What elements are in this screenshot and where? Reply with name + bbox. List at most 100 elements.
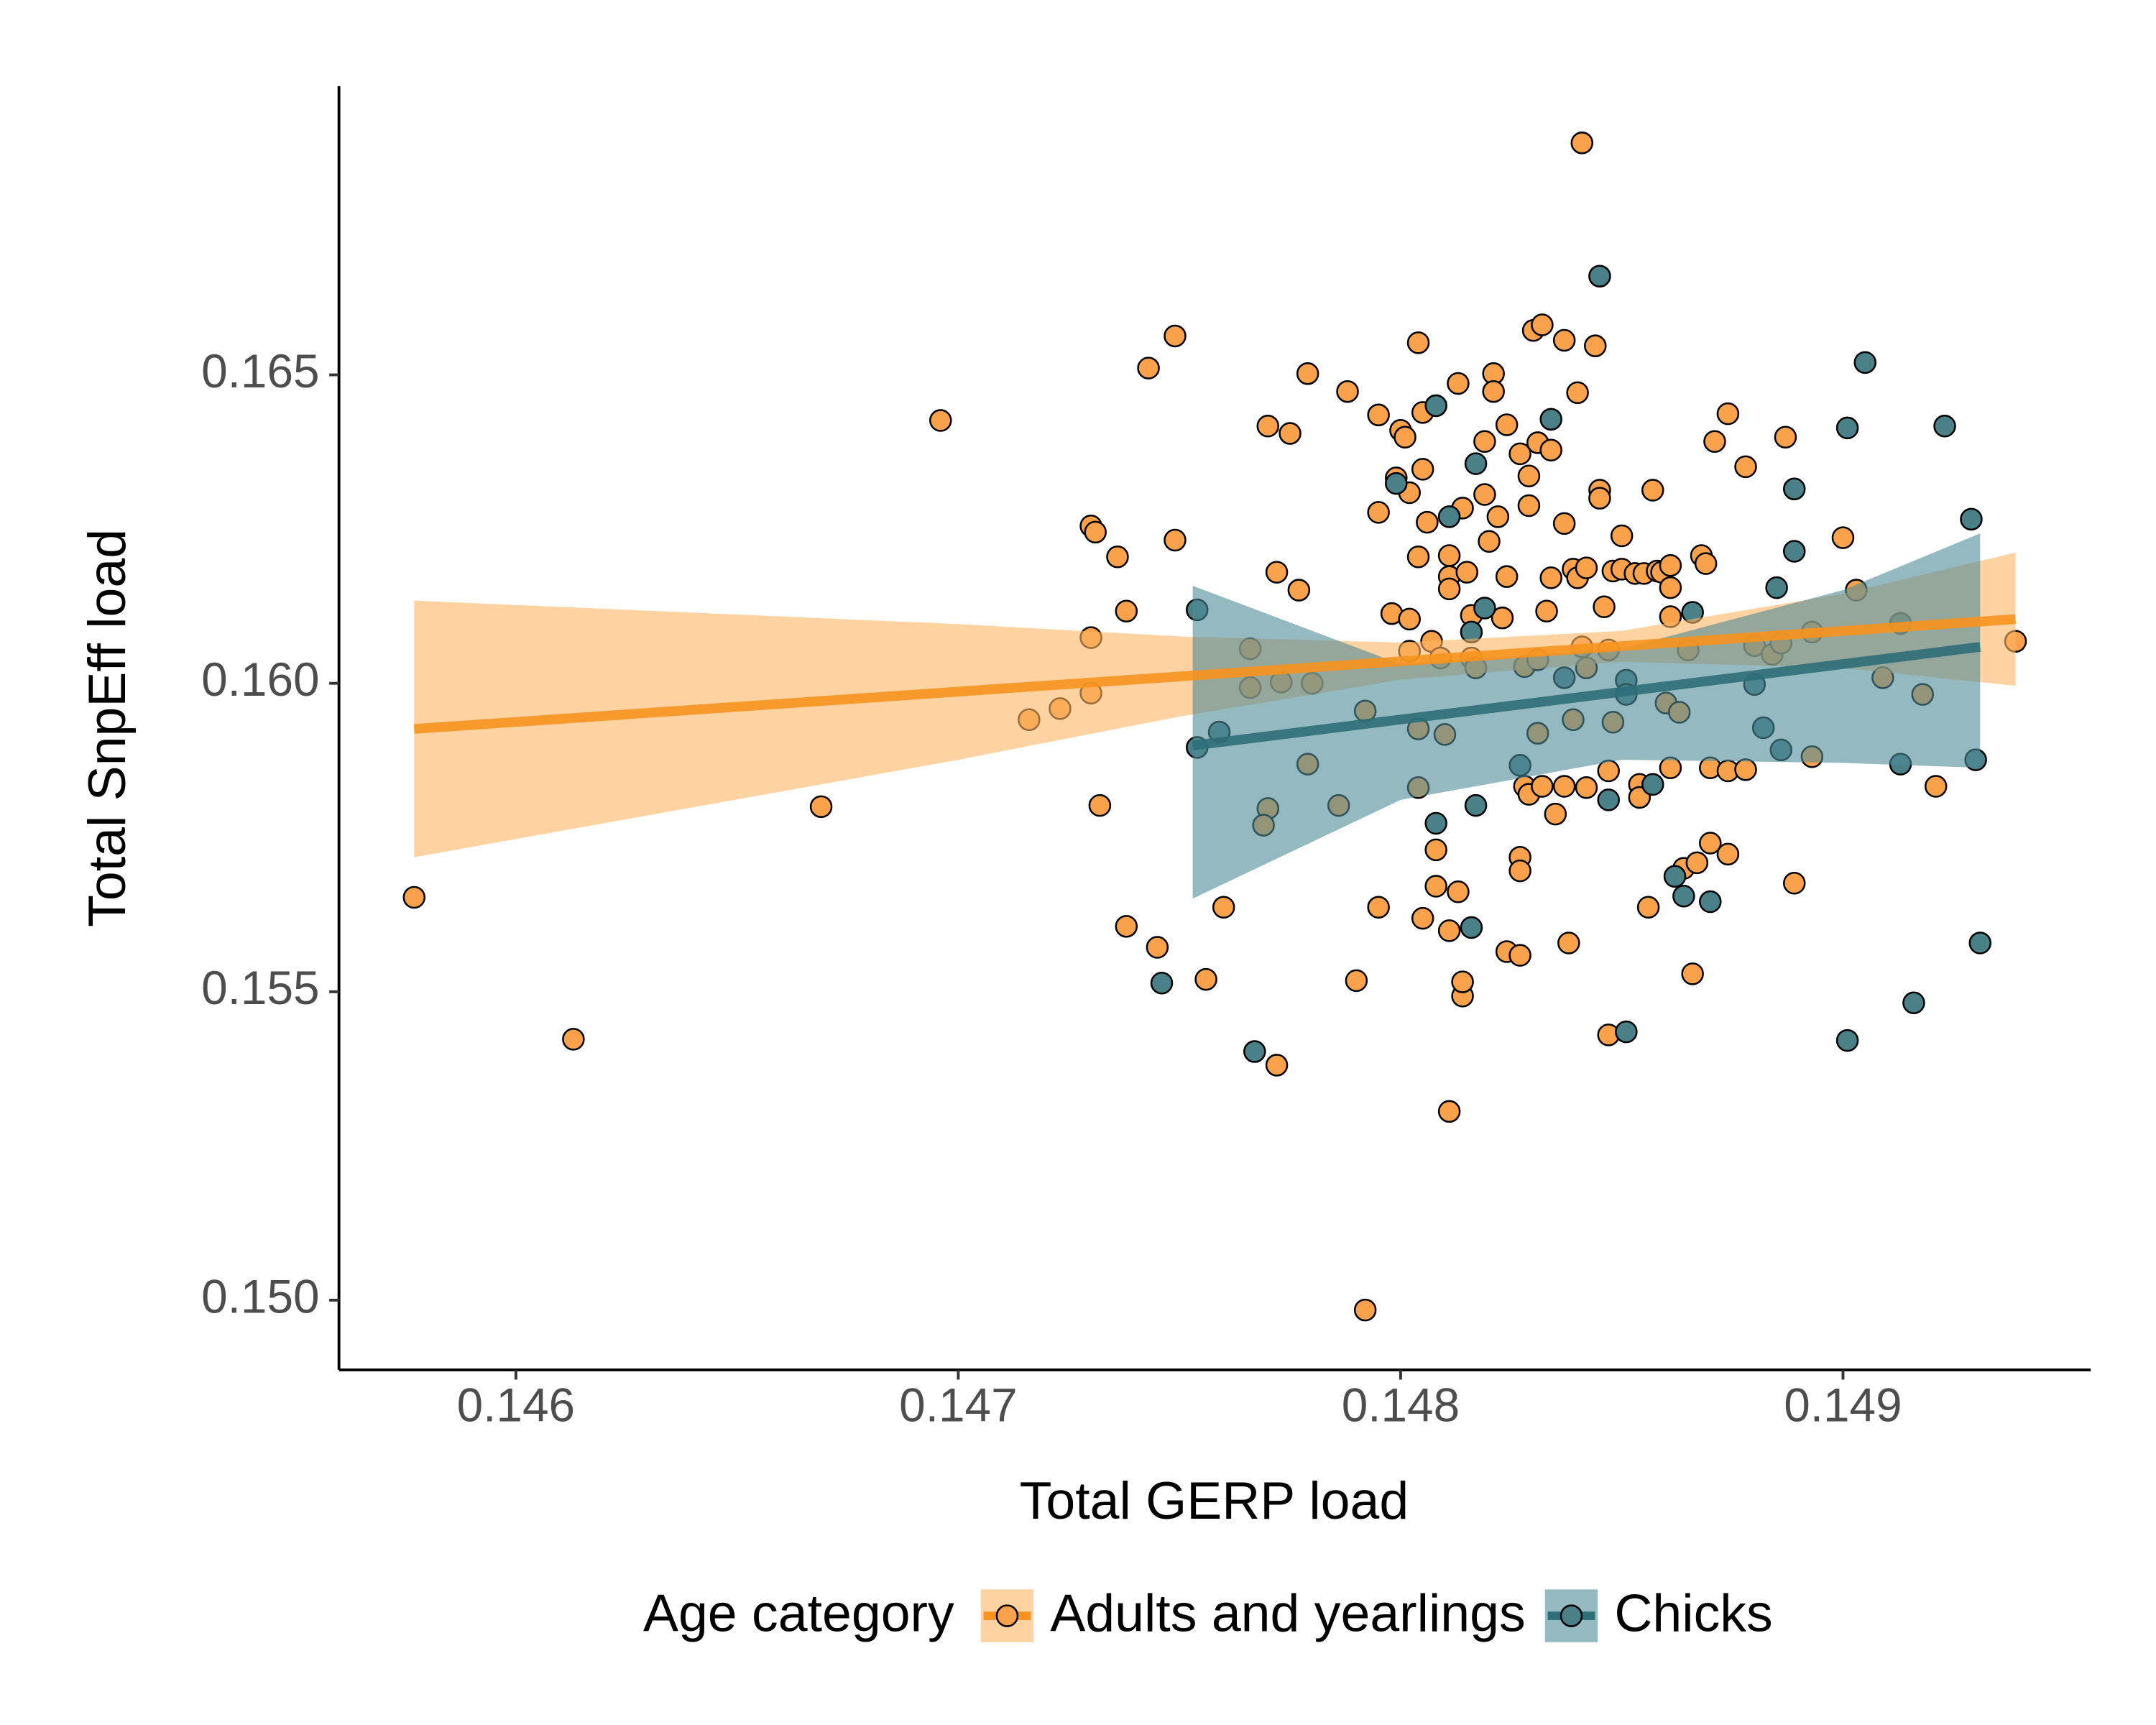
data-point — [1508, 944, 1531, 967]
data-point — [1508, 442, 1531, 466]
data-point — [1610, 524, 1634, 548]
data-point — [1424, 394, 1447, 418]
data-point — [1164, 528, 1187, 552]
data-point — [1296, 362, 1319, 385]
data-point — [1774, 426, 1797, 448]
data-point — [1535, 599, 1558, 622]
data-point — [1566, 381, 1589, 405]
data-point — [1539, 408, 1562, 431]
data-point — [1575, 556, 1598, 579]
data-point — [1960, 507, 1983, 531]
data-point — [1615, 1020, 1638, 1044]
data-point — [1279, 422, 1302, 445]
data-point — [1716, 842, 1740, 866]
x-tick-label: 0.146 — [457, 1379, 575, 1431]
data-point — [1194, 967, 1217, 991]
data-point — [1473, 597, 1496, 620]
fit-line — [1192, 642, 1981, 751]
data-point — [1782, 871, 1806, 895]
data-point — [1243, 1040, 1266, 1063]
data-point — [1164, 324, 1187, 348]
data-point — [1641, 479, 1664, 502]
data-point — [1406, 331, 1430, 354]
data-point — [1641, 773, 1664, 796]
legend-title: Age category — [643, 1583, 954, 1642]
data-point — [1544, 802, 1567, 826]
data-point — [1437, 1100, 1461, 1123]
data-point — [1531, 775, 1554, 798]
data-point — [1345, 969, 1368, 993]
data-point — [1353, 1298, 1377, 1322]
data-point — [1385, 472, 1408, 495]
data-point — [1256, 415, 1280, 438]
x-tick-label: 0.149 — [1784, 1379, 1902, 1431]
data-point — [1416, 510, 1439, 534]
data-point — [1115, 915, 1138, 938]
data-point — [1531, 313, 1554, 336]
data-point — [1437, 919, 1461, 942]
data-point — [1495, 413, 1519, 436]
data-point — [562, 1028, 585, 1051]
data-point — [1411, 906, 1434, 930]
data-point — [1552, 328, 1576, 352]
data-point — [1734, 455, 1757, 479]
data-point — [1464, 794, 1488, 817]
data-point — [1137, 356, 1160, 380]
data-point — [1437, 505, 1461, 528]
data-point — [1835, 416, 1859, 440]
legend-label: Adults and yearlings — [1050, 1583, 1525, 1642]
data-point — [1473, 430, 1496, 453]
data-point — [1455, 561, 1479, 584]
y-tick-label: 0.150 — [201, 1270, 319, 1322]
data-point — [1367, 501, 1390, 524]
data-point — [1552, 775, 1576, 798]
data-point — [1146, 936, 1169, 959]
data-point — [1367, 403, 1390, 427]
y-tick-label: 0.160 — [201, 653, 319, 706]
legend-key-point — [995, 1604, 1019, 1627]
data-point — [1831, 526, 1855, 549]
data-point — [1539, 438, 1562, 461]
data-point — [1663, 865, 1687, 888]
data-point — [1782, 540, 1806, 563]
data-point — [1106, 545, 1129, 569]
data-point — [1424, 838, 1447, 862]
x-tick-label: 0.147 — [899, 1379, 1017, 1431]
data-point — [1212, 896, 1235, 919]
data-point — [1570, 132, 1594, 155]
data-point — [1265, 561, 1289, 584]
data-point — [1517, 464, 1541, 488]
data-point — [1584, 334, 1607, 357]
data-point — [1699, 832, 1722, 855]
data-point — [1508, 859, 1531, 883]
data-point — [1968, 932, 1992, 954]
data-point — [1495, 565, 1519, 588]
data-point — [1716, 402, 1740, 426]
data-point — [1115, 599, 1138, 622]
data-point — [1287, 579, 1311, 602]
data-point — [1367, 896, 1390, 919]
legend-label: Chicks — [1614, 1583, 1772, 1642]
data-point — [1473, 483, 1496, 506]
data-point — [1464, 452, 1488, 475]
data-point — [402, 886, 426, 909]
data-point — [1150, 972, 1174, 995]
data-point — [1853, 351, 1876, 374]
data-point — [1597, 759, 1620, 783]
data-point — [1597, 788, 1620, 811]
data-point — [1424, 811, 1447, 835]
data-point — [1451, 970, 1474, 993]
data-point — [1398, 607, 1421, 631]
y-axis-title: Total SnpEff load — [78, 529, 137, 927]
data-point — [1699, 890, 1722, 914]
data-point — [1552, 512, 1576, 535]
data-point — [1933, 415, 1956, 438]
data-point — [1482, 380, 1505, 403]
plot-area — [402, 132, 2027, 1322]
data-point — [1437, 544, 1461, 567]
data-point — [1265, 1054, 1289, 1077]
data-point — [1588, 264, 1611, 288]
data-point — [1782, 477, 1806, 501]
